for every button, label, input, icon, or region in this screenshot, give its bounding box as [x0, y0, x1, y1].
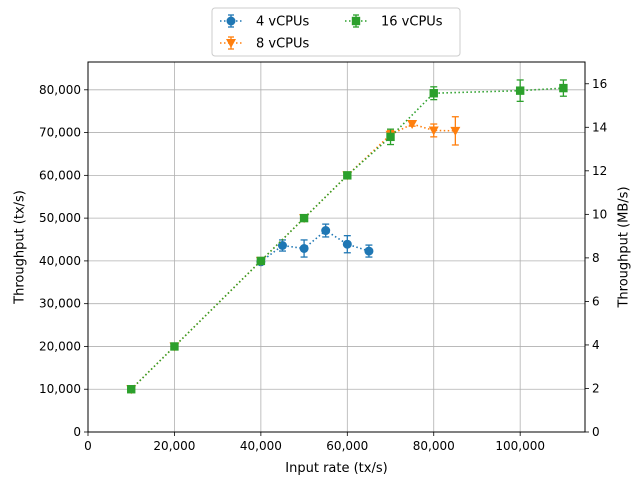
y2-tick-label: 0: [592, 425, 600, 439]
series-layer: [126, 79, 568, 395]
y-tick-label: 30,000: [39, 297, 81, 311]
data-point: [407, 120, 418, 130]
plot-frame: [87, 61, 586, 433]
y2-tick-label: 14: [592, 120, 607, 134]
data-point: [277, 241, 287, 251]
y2-tick-label: 16: [592, 77, 607, 91]
right-y-axis-label: Throughput (MB/s): [617, 186, 632, 308]
data-point: [386, 132, 395, 142]
data-point: [127, 385, 136, 394]
y-tick-label: 40,000: [39, 254, 81, 268]
legend-label: 8 vCPUs: [256, 37, 310, 52]
y2-tick-label: 12: [592, 164, 607, 178]
data-point: [342, 239, 352, 249]
series-3: [127, 79, 568, 394]
legend-box: [211, 7, 461, 57]
data-point: [515, 86, 525, 95]
data-point: [321, 226, 331, 236]
y-tick-label: 20,000: [39, 339, 81, 353]
y2-tick-label: 2: [592, 381, 600, 395]
legend-marker: [226, 16, 236, 26]
series-line: [130, 123, 456, 390]
series-line: [260, 229, 370, 263]
x-tick-label: 100,000: [495, 439, 545, 453]
legend-entry: 4 vCPUs: [220, 14, 310, 30]
data-point: [170, 342, 179, 351]
legend-entry: 8 vCPUs: [220, 36, 310, 52]
x-tick-label: 60,000: [326, 439, 368, 453]
y-tick-label: 70,000: [39, 126, 81, 140]
right-y-axis-ticks: 0 2 4 6 8 10 12 14 16: [585, 77, 607, 439]
x-axis-ticks: 0 20,000 40,000 60,000 80,000 100,000: [84, 432, 545, 453]
y-tick-label: 80,000: [39, 83, 81, 97]
y-tick-label: 50,000: [39, 211, 81, 225]
data-point: [429, 89, 438, 98]
y-tick-label: 0: [73, 425, 81, 439]
legend: 4 vCPUs 8 vCPUs 16 vCPUs: [211, 7, 461, 57]
series-1: [256, 223, 374, 267]
data-point: [428, 126, 439, 136]
data-point: [343, 171, 352, 180]
x-tick-label: 80,000: [413, 439, 455, 453]
data-point: [299, 213, 309, 223]
y2-tick-label: 6: [592, 294, 600, 308]
data-point: [364, 246, 374, 256]
y2-tick-label: 8: [592, 251, 600, 265]
grid-lines: [88, 62, 585, 432]
left-y-axis-label: Throughput (tx/s): [13, 190, 28, 305]
y-tick-label: 10,000: [39, 382, 81, 396]
y-tick-label: 60,000: [39, 168, 81, 182]
series-2: [126, 116, 461, 395]
data-point: [559, 83, 568, 93]
legend-label: 4 vCPUs: [256, 15, 310, 30]
left-y-axis-ticks: 0 10,000 20,000 30,000 40,000 50,000 60,000 70,…: [39, 83, 88, 439]
data-point: [450, 126, 461, 136]
data-point: [256, 256, 266, 266]
legend-label: 16 vCPUs: [381, 15, 443, 30]
legend-marker: [351, 16, 361, 26]
y2-tick-label: 4: [592, 338, 600, 352]
legend-entry: 16 vCPUs: [345, 14, 443, 30]
x-tick-label: 0: [84, 439, 92, 453]
data-point: [299, 243, 309, 253]
x-tick-label: 40,000: [240, 439, 282, 453]
y2-tick-label: 10: [592, 207, 607, 221]
x-tick-label: 20,000: [153, 439, 195, 453]
legend-marker: [226, 39, 236, 48]
x-axis-label: Input rate (tx/s): [285, 461, 387, 476]
